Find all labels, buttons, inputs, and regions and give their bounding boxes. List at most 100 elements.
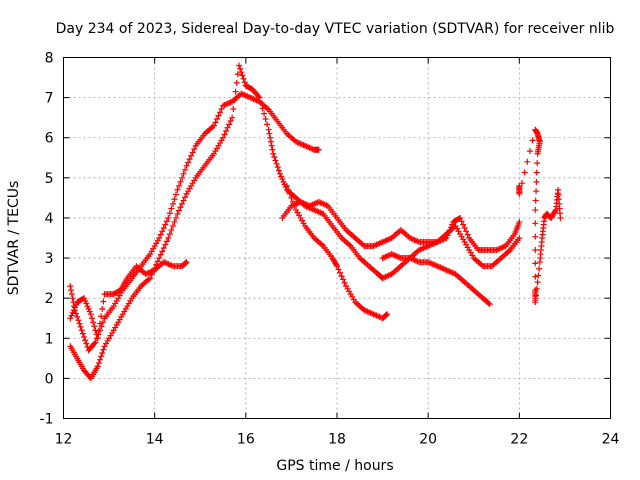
data-point	[171, 196, 178, 203]
data-point	[258, 99, 265, 106]
data-point	[213, 116, 220, 123]
data-point	[264, 121, 271, 128]
data-point	[182, 194, 189, 201]
data-point	[240, 75, 247, 82]
data-point	[256, 94, 263, 101]
data-point	[340, 276, 347, 283]
data-point	[532, 260, 539, 267]
data-point	[231, 97, 238, 104]
data-point	[486, 301, 493, 308]
data-point	[458, 218, 465, 225]
data-point	[163, 218, 170, 225]
data-point	[191, 146, 198, 153]
y-tick-label: 3	[45, 251, 54, 267]
data-point	[241, 79, 248, 86]
data-point	[68, 291, 75, 298]
data-point	[82, 337, 89, 344]
data-point	[147, 275, 154, 282]
data-point	[165, 235, 172, 241]
data-point	[175, 182, 182, 189]
data-point	[265, 126, 272, 133]
data-point	[259, 105, 266, 112]
data-point	[518, 180, 525, 187]
data-point	[533, 188, 540, 195]
data-point	[237, 65, 244, 72]
data-point	[88, 315, 95, 322]
y-tick-label: -1	[40, 412, 54, 428]
grid	[63, 57, 611, 419]
data-point	[220, 134, 227, 141]
x-axis-label: GPS time / hours	[276, 458, 393, 474]
series-trace-f	[379, 251, 493, 308]
y-tick-label: 1	[45, 331, 54, 347]
data-point	[183, 259, 190, 266]
data-point	[153, 261, 160, 268]
y-tick-label: 6	[45, 131, 54, 147]
data-point	[77, 323, 84, 330]
data-point	[557, 214, 564, 221]
data-point	[78, 327, 85, 334]
data-point	[524, 158, 531, 165]
data-point	[534, 279, 541, 286]
data-point	[226, 121, 233, 128]
x-tick-label: 12	[55, 432, 73, 448]
data-point	[532, 247, 539, 254]
data-point	[455, 215, 462, 222]
data-point	[174, 186, 181, 193]
data-point	[334, 263, 340, 270]
y-tick-label: 5	[45, 171, 54, 187]
data-point	[273, 160, 280, 167]
series-trace-d	[279, 198, 523, 270]
data-point	[533, 169, 540, 176]
data-point	[168, 205, 175, 212]
data-point	[162, 241, 169, 248]
data-point	[91, 323, 98, 330]
y-tick-label: 7	[45, 91, 54, 107]
x-tick-label: 20	[419, 432, 437, 448]
data-point	[151, 265, 158, 272]
data-point	[169, 222, 176, 229]
data-point	[156, 235, 163, 241]
data-point	[464, 231, 471, 238]
data-point	[84, 303, 91, 310]
x-tick-label: 18	[328, 432, 346, 448]
data-point	[286, 190, 293, 197]
data-point	[315, 146, 322, 153]
data-point	[461, 224, 468, 231]
x-tick-label: 14	[146, 432, 164, 448]
data-point	[159, 228, 166, 235]
data-point	[275, 167, 282, 174]
data-point	[154, 258, 161, 265]
data-point	[291, 202, 298, 209]
data-point	[174, 210, 181, 217]
data-point	[96, 356, 103, 363]
data-point	[262, 116, 269, 123]
data-point	[95, 360, 102, 367]
data-point	[218, 105, 225, 112]
data-point	[162, 221, 169, 228]
data-point	[150, 268, 157, 275]
data-point	[221, 131, 228, 138]
data-point	[186, 156, 193, 163]
series-trace-g	[516, 126, 564, 306]
data-point	[535, 272, 542, 279]
data-point	[261, 110, 268, 117]
data-point	[384, 311, 391, 318]
data-point	[67, 315, 74, 322]
data-point	[282, 184, 289, 191]
data-point	[92, 339, 99, 346]
data-point	[460, 221, 467, 228]
data-point	[96, 327, 103, 334]
data-point	[67, 283, 74, 290]
y-tick-label: 4	[45, 211, 54, 227]
data-point	[232, 88, 239, 95]
data-point	[157, 251, 164, 258]
data-point	[100, 346, 107, 353]
data-point	[83, 340, 90, 347]
data-point	[277, 170, 284, 177]
data-point	[156, 255, 163, 262]
data-point	[224, 124, 231, 131]
data-point	[185, 159, 192, 166]
data-point	[182, 166, 189, 173]
